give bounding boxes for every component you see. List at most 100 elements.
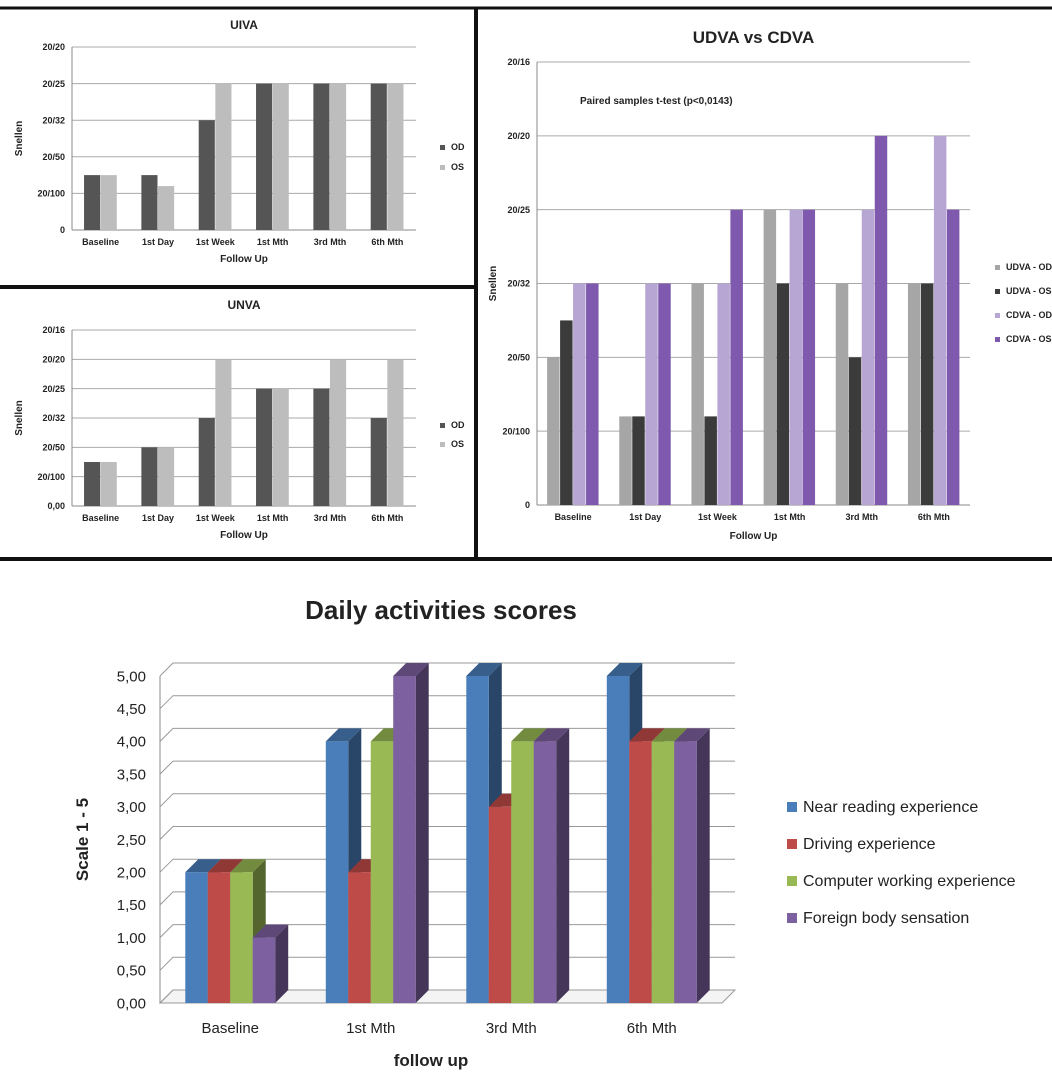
bar <box>84 175 101 230</box>
bar-top <box>325 728 362 742</box>
x-tick-label: Baseline <box>201 1020 259 1037</box>
bar-top <box>393 663 429 676</box>
y-tick-label: 2,00 <box>117 864 146 881</box>
bar-top <box>606 663 643 676</box>
bar <box>835 283 849 505</box>
y-tick-label: 20/50 <box>42 442 65 452</box>
bar <box>370 83 387 230</box>
x-tick-label: Baseline <box>82 237 119 247</box>
legend-label: UDVA - OS <box>1006 286 1052 296</box>
bar-side <box>415 663 429 1003</box>
bar <box>547 357 560 505</box>
bar <box>874 135 888 506</box>
bar <box>370 418 387 506</box>
bar <box>907 283 921 505</box>
x-tick-label: 1st Mth <box>774 512 806 522</box>
y-axis-title: Snellen <box>488 266 499 302</box>
y-tick-label: 20/20 <box>507 131 530 141</box>
x-tick-label: 6th Mth <box>371 513 403 523</box>
bar <box>704 416 717 505</box>
bar <box>272 388 289 506</box>
x-tick-label: 1st Week <box>196 237 236 247</box>
y-tick-label: 20/32 <box>507 279 530 289</box>
bar <box>230 872 253 1003</box>
bar <box>256 388 273 506</box>
y-tick-label: 20/100 <box>37 472 65 482</box>
y-tick-label: 4,50 <box>117 701 146 718</box>
legend-label: Driving experience <box>803 836 936 853</box>
y-tick-label: 20/16 <box>42 325 65 335</box>
y-tick-label: 1,50 <box>117 897 146 914</box>
y-tick-label: 0 <box>60 225 65 235</box>
bar-side <box>696 728 710 1003</box>
bar <box>198 120 215 230</box>
x-tick-label: 1st Day <box>142 237 174 247</box>
y-tick-label: 0,50 <box>117 963 146 980</box>
y-tick-label: 0 <box>525 500 530 510</box>
bar-side <box>556 728 570 1003</box>
legend-swatch <box>440 165 445 170</box>
bar <box>330 359 347 506</box>
bar <box>348 872 371 1003</box>
bar <box>393 676 416 1003</box>
bar <box>920 283 934 505</box>
y-tick-label: 20/100 <box>502 426 530 436</box>
bar <box>802 209 816 505</box>
bar <box>330 83 347 230</box>
legend-label: OD <box>451 420 465 430</box>
bar <box>387 359 404 506</box>
bar-top <box>185 859 221 873</box>
legend-swatch <box>995 265 1000 270</box>
bar <box>100 175 117 230</box>
legend-label: Near reading experience <box>803 799 978 816</box>
y-tick-label: 0,00 <box>47 501 65 511</box>
bar <box>141 447 158 506</box>
x-axis-title: Follow Up <box>730 531 778 542</box>
x-tick-label: 3rd Mth <box>314 237 347 247</box>
legend-swatch <box>440 423 445 428</box>
bar <box>488 806 512 1003</box>
x-axis-title: Follow Up <box>220 530 268 541</box>
chart-title: UNVA <box>227 298 260 312</box>
x-tick-label: 6th Mth <box>627 1020 677 1037</box>
y-tick-label: 20/25 <box>42 79 65 89</box>
bar <box>325 741 349 1003</box>
gridline <box>159 662 735 677</box>
bar <box>313 83 330 230</box>
bar <box>763 209 777 505</box>
legend-swatch <box>995 337 1000 342</box>
bar-top <box>674 728 710 742</box>
legend-swatch <box>995 313 1000 318</box>
bar <box>313 388 330 506</box>
bar <box>586 283 599 505</box>
chart-unva: UNVA 0,00 20/100 20/50 20/32 20/25 20/20 20/16 B… <box>14 298 465 541</box>
x-tick-label: 1st Mth <box>346 1020 395 1037</box>
legend-swatch <box>440 145 445 150</box>
bar-top <box>230 859 266 873</box>
bar-top <box>466 663 502 676</box>
annotation-text: Paired samples t-test (p<0,0143) <box>580 96 733 107</box>
x-tick-label: 1st Mth <box>257 513 289 523</box>
legend-swatch <box>787 802 797 812</box>
legend-swatch <box>440 442 445 447</box>
chart-title: Daily activities scores <box>305 595 577 625</box>
bar <box>606 676 630 1003</box>
legend-label: OS <box>451 439 464 449</box>
y-tick-label: 20/32 <box>42 413 65 423</box>
x-axis-title: follow up <box>394 1051 469 1070</box>
bar-top <box>533 728 570 742</box>
y-tick-label: 20/25 <box>507 205 530 215</box>
legend-swatch <box>995 289 1000 294</box>
x-tick-label: 1st Mth <box>257 237 289 247</box>
bar-top <box>511 728 547 742</box>
bar <box>861 209 875 505</box>
legend-label: OD <box>451 142 465 152</box>
legend-swatch <box>787 839 797 849</box>
x-tick-label: 1st Day <box>142 513 174 523</box>
y-tick-label: 0,00 <box>117 995 146 1012</box>
bar <box>256 83 273 230</box>
bar <box>933 135 947 506</box>
y-tick-label: 5,00 <box>117 668 146 685</box>
bar-top <box>207 859 244 873</box>
